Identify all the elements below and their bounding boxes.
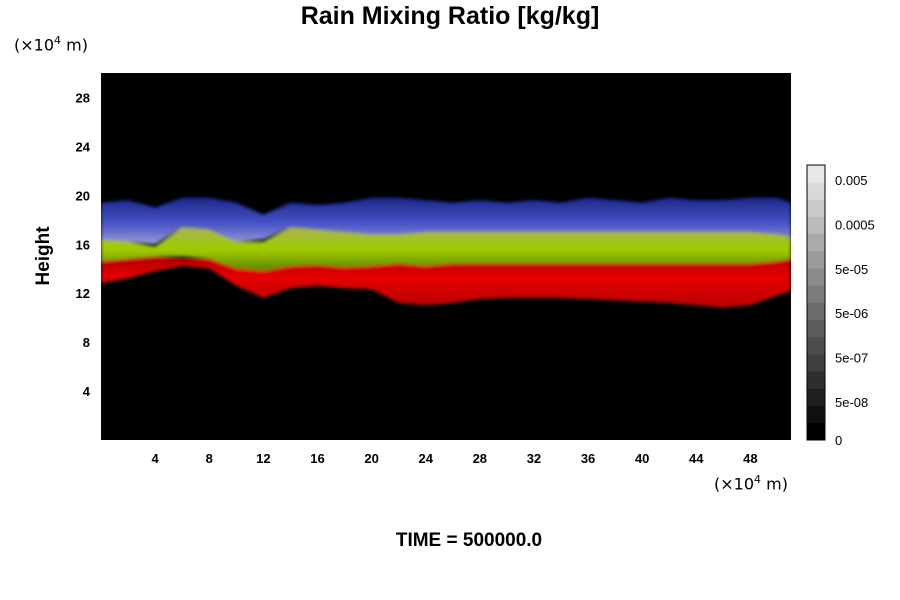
x-axis-unit: (×104 m) (714, 473, 788, 494)
data-band-yellow-green (101, 227, 791, 272)
data-band-red (101, 256, 791, 308)
y-tick-label: 28 (76, 90, 90, 105)
colorbar-label: 5e-05 (835, 262, 868, 277)
colorbar-label: 0.0005 (835, 217, 875, 232)
x-tick-label: 44 (689, 451, 704, 466)
colorbar-label: 0.005 (835, 173, 868, 188)
colorbar-cell (807, 302, 825, 320)
colorbar-cell (807, 285, 825, 303)
colorbar-cell (807, 388, 825, 406)
y-axis-unit: (×104 m) (14, 34, 88, 55)
colorbar-cell (807, 268, 825, 286)
colorbar-cell (807, 233, 825, 252)
y-tick-label: 12 (76, 286, 90, 301)
x-tick-label: 48 (743, 451, 757, 466)
x-tick-label: 12 (256, 451, 270, 466)
time-label: TIME = 500000.0 (395, 530, 543, 551)
colorbar-cell (807, 405, 825, 424)
y-tick-label: 16 (76, 237, 90, 252)
x-tick-label: 16 (310, 451, 324, 466)
colorbar-label: 5e-06 (835, 306, 868, 321)
colorbar-cell (807, 216, 825, 235)
colorbar-cell (807, 422, 825, 441)
colorbar-cell (807, 199, 825, 217)
x-tick-label: 36 (581, 451, 595, 466)
chart-title: Rain Mixing Ratio [kg/kg] (300, 2, 600, 30)
x-tick-label: 8 (206, 451, 213, 466)
colorbar-cell (807, 250, 825, 269)
colorbar-cell (807, 371, 825, 389)
data-band-blue (101, 197, 791, 245)
colorbar-cell (807, 319, 825, 338)
colorbar-cell (807, 336, 825, 355)
x-tick-label: 20 (364, 451, 378, 466)
colorbar-cell (807, 182, 825, 200)
colorbar-label: 5e-08 (835, 395, 868, 410)
colorbar-cell (807, 354, 825, 372)
x-tick-label: 32 (527, 451, 541, 466)
colorbar-label: 5e-07 (835, 351, 868, 366)
y-tick-label: 8 (83, 335, 90, 350)
y-tick-label: 20 (76, 188, 90, 203)
x-tick-label: 4 (152, 451, 160, 466)
x-tick-label: 40 (635, 451, 649, 466)
colorbar-label: 0 (835, 433, 842, 448)
colorbar-frame (806, 164, 826, 441)
x-tick-label: 24 (418, 451, 433, 466)
x-tick-label: 28 (473, 451, 487, 466)
y-tick-label: 24 (76, 139, 91, 154)
colorbar-cell (807, 165, 825, 183)
y-tick-label: 4 (83, 384, 91, 399)
